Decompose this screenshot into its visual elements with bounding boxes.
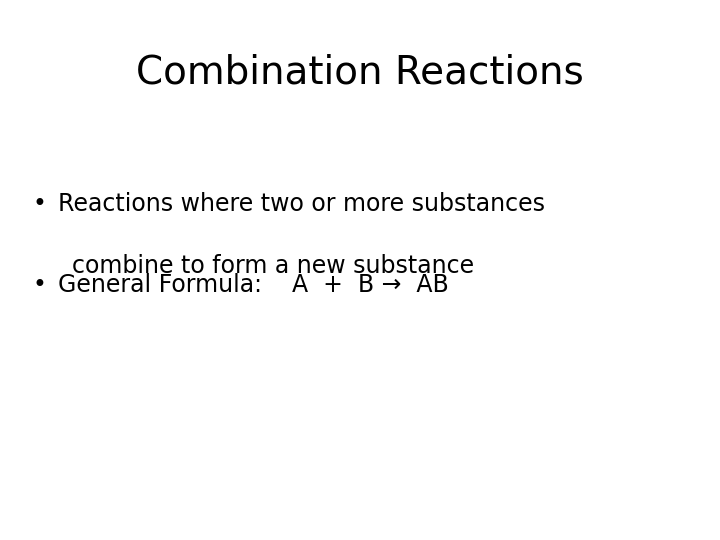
- Text: •: •: [32, 273, 46, 296]
- Text: combine to form a new substance: combine to form a new substance: [72, 254, 474, 278]
- Text: Combination Reactions: Combination Reactions: [136, 54, 584, 92]
- Text: General Formula:    A  +  B →  AB: General Formula: A + B → AB: [58, 273, 449, 296]
- Text: Reactions where two or more substances: Reactions where two or more substances: [58, 192, 544, 215]
- Text: •: •: [32, 192, 46, 215]
